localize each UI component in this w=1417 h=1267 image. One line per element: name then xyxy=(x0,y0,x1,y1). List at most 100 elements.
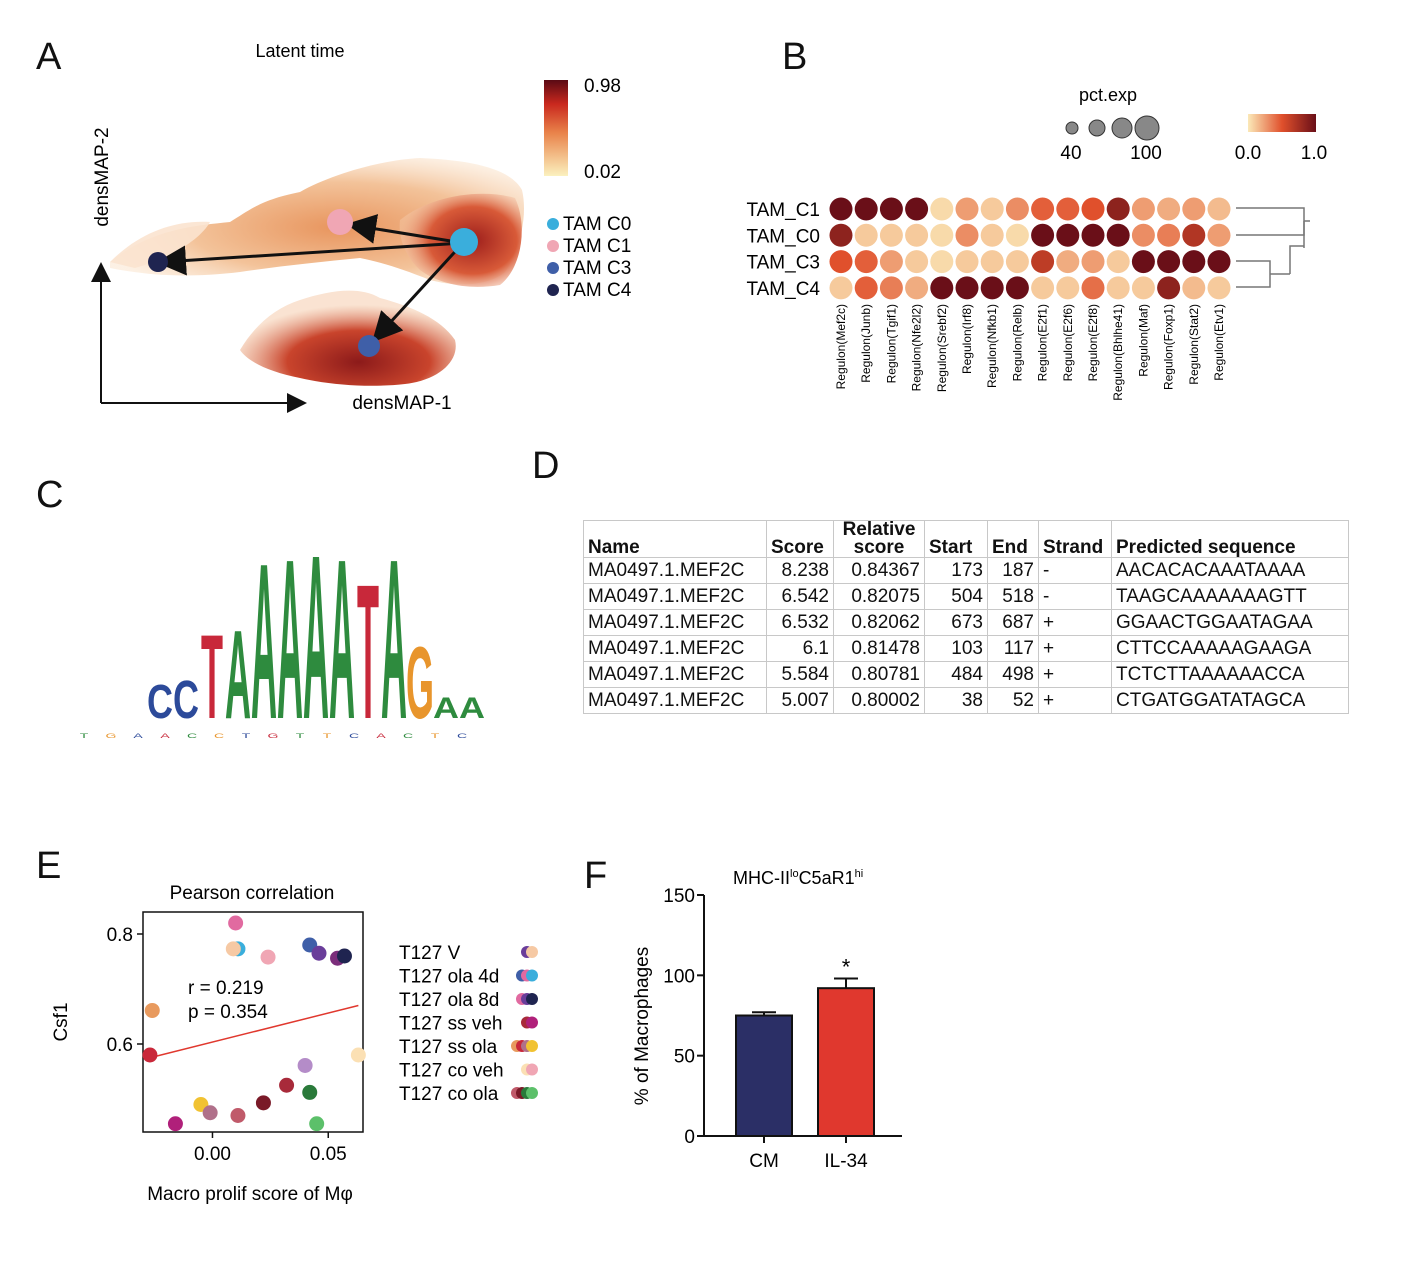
panel-a-legend: TAM C0 TAM C1 TAM C3 TAM C4 xyxy=(547,214,632,301)
motif-letter: A xyxy=(303,540,329,750)
scatter-point xyxy=(202,1105,218,1121)
dot-cell xyxy=(1131,223,1155,247)
row-label-tam-c1: TAM_C1 xyxy=(746,200,820,221)
x-tick-label: CM xyxy=(749,1151,779,1172)
dot-cell xyxy=(829,223,853,247)
dot-cell xyxy=(980,250,1004,274)
cell-score: 6.532 xyxy=(766,609,834,636)
panel-e-ticks: 0.6 0.8 0.00 0.05 xyxy=(107,925,359,1165)
size-legend-dot-4 xyxy=(1134,115,1160,141)
cell-start: 173 xyxy=(924,557,988,584)
y-tick-label: 0.6 xyxy=(107,1035,133,1056)
dot-cell xyxy=(1106,223,1130,247)
cell-strand: - xyxy=(1038,557,1112,584)
dot-cell xyxy=(1031,276,1055,300)
y-tick-label: 0 xyxy=(684,1127,695,1148)
cell-strand: + xyxy=(1038,635,1112,662)
cell-end: 52 xyxy=(987,687,1039,714)
motif-letter-minor: A xyxy=(160,733,170,740)
motif-letter: G xyxy=(406,627,434,740)
legend-dot-tam-c3 xyxy=(547,262,559,274)
motif-letter-minor: G xyxy=(106,733,117,740)
dot-cell xyxy=(930,223,954,247)
dot-cell xyxy=(854,197,878,221)
cell-end: 518 xyxy=(987,583,1039,610)
dot-cell xyxy=(879,223,903,247)
panel-f-title: MHC-IIloC5aR1hi xyxy=(733,868,863,888)
dot-cell xyxy=(955,223,979,247)
motif-letter: T xyxy=(201,610,223,744)
motif-letter: A xyxy=(277,540,303,750)
motif-letter: T xyxy=(357,546,379,750)
panel-e-annotation-p: p = 0.354 xyxy=(188,1002,268,1023)
col-header-end: End xyxy=(987,520,1039,558)
size-legend-min: 40 xyxy=(1060,143,1081,164)
row-label-tam-c3: TAM_C3 xyxy=(746,253,820,274)
legend-dot-tam-c0 xyxy=(547,218,559,230)
dot-cell xyxy=(1131,197,1155,221)
size-legend-dot-3 xyxy=(1111,117,1133,139)
col-header-start: Start xyxy=(924,520,988,558)
latent-time-colorbar xyxy=(544,80,568,176)
scatter-point xyxy=(279,1077,295,1093)
legend-label-tam-c3: TAM C3 xyxy=(563,258,631,279)
dot-cell xyxy=(1005,276,1029,300)
column-label: Regulon(Stat2) xyxy=(1187,304,1201,385)
cell-name: MA0497.1.MEF2C xyxy=(583,557,767,584)
motif-letter-minor: C xyxy=(457,733,467,740)
cell-strand: + xyxy=(1038,661,1112,688)
embedding-cloud-lower xyxy=(240,290,456,386)
scatter-point xyxy=(225,941,241,957)
panel-b-dotplot: pct.exp 40 100 0.0 1.0 TAM_C1TAM_C0TAM_C… xyxy=(746,85,1327,401)
dot-cell xyxy=(1182,276,1206,300)
motif-letter-minor: G xyxy=(268,733,279,740)
centroid-tam-c3 xyxy=(358,335,380,357)
table-row: MA0497.1.MEF2C 6.1 0.81478 103 117 + CTT… xyxy=(583,635,1349,662)
centroid-tam-c1 xyxy=(327,209,353,235)
y-tick-label: 50 xyxy=(674,1047,695,1068)
table-row: MA0497.1.MEF2C 8.238 0.84367 173 187 - A… xyxy=(583,557,1349,584)
dot-cell xyxy=(829,250,853,274)
column-label: Regulon(Tgif1) xyxy=(884,304,898,383)
legend-swatch xyxy=(526,969,538,982)
motif-letter: A xyxy=(459,692,485,725)
dendrogram-c3-c4 xyxy=(1236,260,1290,288)
motif-letter: C xyxy=(147,675,173,728)
scatter-point xyxy=(144,1002,160,1018)
dot-cell xyxy=(1106,197,1130,221)
cell-score: 6.1 xyxy=(766,635,834,662)
dot-cell xyxy=(1081,276,1105,300)
colorbar-min-label: 0.02 xyxy=(584,162,621,183)
motif-letter-minor: A xyxy=(133,733,143,740)
trajectory-arrow-c0-c1 xyxy=(346,214,464,245)
dot-cell xyxy=(1207,223,1231,247)
x-tick-label: 0.05 xyxy=(310,1144,347,1165)
motif-letter-minor: C xyxy=(187,733,197,740)
cell-end: 498 xyxy=(987,661,1039,688)
panel-letter-c: C xyxy=(36,474,64,516)
motif-letter: A xyxy=(251,540,277,750)
cell-start: 673 xyxy=(924,609,988,636)
trajectory-arrow-c0-c4 xyxy=(156,241,464,276)
cell-sequence: GGAACTGGAATAGAA xyxy=(1111,609,1349,636)
dot-cell xyxy=(955,197,979,221)
dot-cell xyxy=(1157,223,1181,247)
dot-cell xyxy=(1131,250,1155,274)
panel-e-title: Pearson correlation xyxy=(170,883,335,904)
legend-label-tam-c1: TAM C1 xyxy=(563,236,631,257)
column-label: Regulon(Foxp1) xyxy=(1162,304,1176,390)
legend-swatch xyxy=(526,1016,538,1029)
legend-swatch xyxy=(526,1040,538,1052)
column-label: Regulon(Nfkb1) xyxy=(985,304,999,388)
cell-start: 484 xyxy=(924,661,988,688)
cell-sequence: TAAGCAAAAAAAGTT xyxy=(1111,583,1349,610)
motif-letter: C xyxy=(173,669,199,730)
cell-relative-score: 0.81478 xyxy=(833,635,925,662)
dot-cell xyxy=(854,276,878,300)
dot-cell xyxy=(1031,223,1055,247)
column-label: Regulon(E2f8) xyxy=(1086,304,1100,381)
motif-letter-minor: A xyxy=(376,733,386,740)
cell-strand: + xyxy=(1038,687,1112,714)
motif-letter-minor: C xyxy=(349,733,359,740)
motif-letter: A xyxy=(225,604,251,745)
